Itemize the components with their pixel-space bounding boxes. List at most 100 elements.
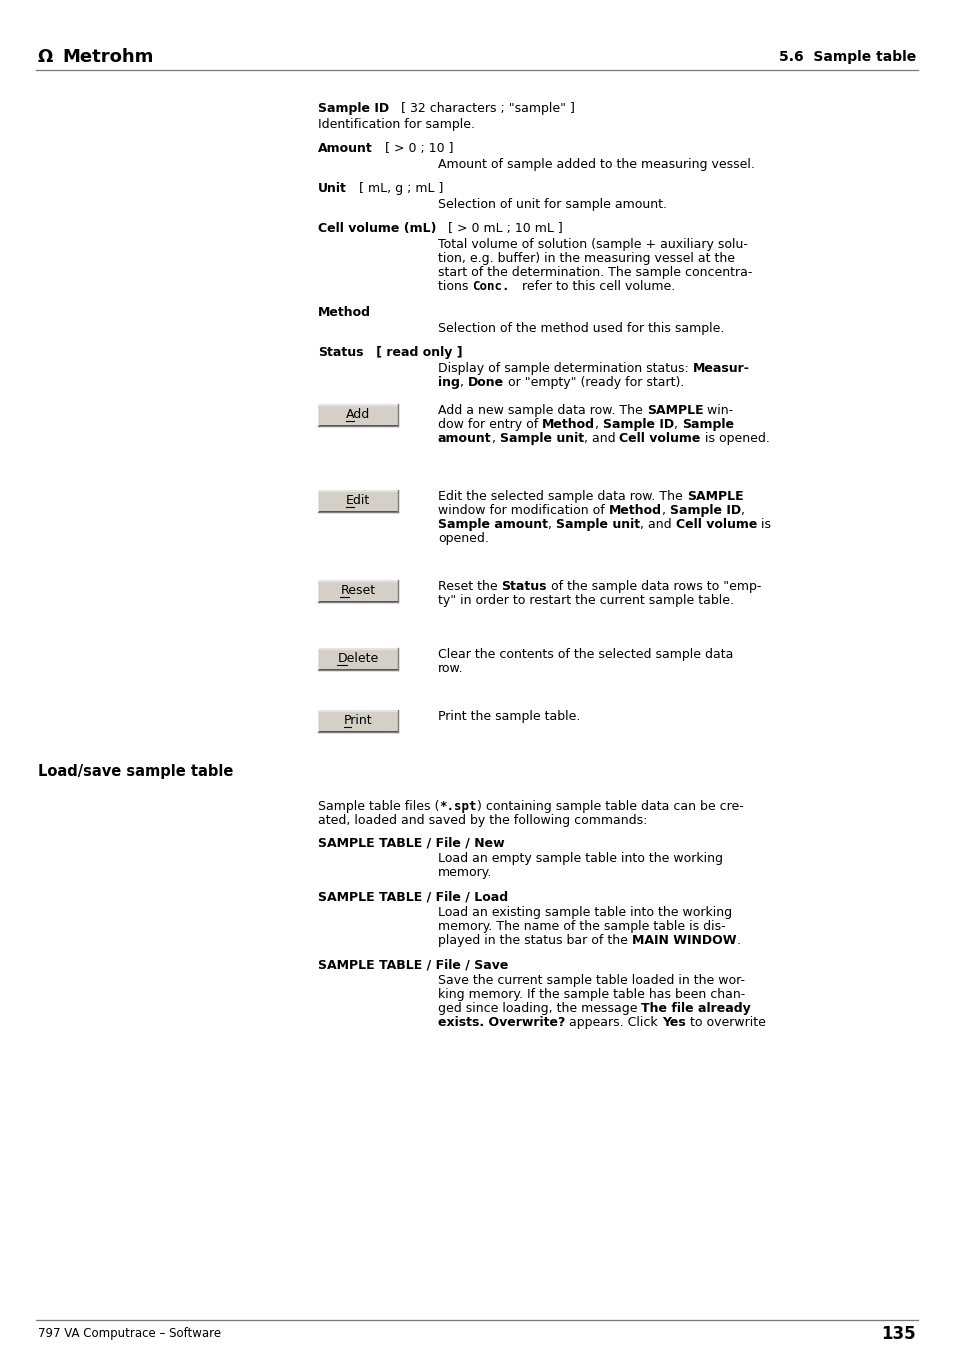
Text: ,: , xyxy=(661,504,669,517)
Text: Ω: Ω xyxy=(38,49,53,66)
Text: , and: , and xyxy=(639,518,675,531)
Text: to overwrite: to overwrite xyxy=(685,1017,765,1029)
Text: Cell volume (mL): Cell volume (mL) xyxy=(317,221,436,235)
Text: , and: , and xyxy=(583,432,618,446)
Text: SAMPLE TABLE / File / Load: SAMPLE TABLE / File / Load xyxy=(317,890,508,903)
Text: Selection of unit for sample amount.: Selection of unit for sample amount. xyxy=(437,198,666,211)
Text: Add: Add xyxy=(346,409,370,421)
Text: ,: , xyxy=(547,518,556,531)
Bar xyxy=(317,490,397,512)
Text: Edit: Edit xyxy=(346,494,370,508)
Text: tions: tions xyxy=(437,279,472,293)
Text: is opened.: is opened. xyxy=(700,432,769,446)
Text: ged since loading, the message: ged since loading, the message xyxy=(437,1002,640,1015)
Text: dow for entry of: dow for entry of xyxy=(437,418,541,431)
Text: row.: row. xyxy=(437,662,463,675)
Text: [ > 0 mL ; 10 mL ]: [ > 0 mL ; 10 mL ] xyxy=(436,221,562,235)
Text: ,: , xyxy=(740,504,744,517)
Text: Method: Method xyxy=(317,306,371,319)
Bar xyxy=(317,404,397,427)
Text: ,: , xyxy=(674,418,681,431)
Text: Load/save sample table: Load/save sample table xyxy=(38,764,233,779)
Text: ,: , xyxy=(459,377,467,389)
Text: memory.: memory. xyxy=(437,865,492,879)
Text: Amount of sample added to the measuring vessel.: Amount of sample added to the measuring … xyxy=(437,158,754,171)
Text: king memory. If the sample table has been chan-: king memory. If the sample table has bee… xyxy=(437,988,744,1000)
Text: start of the determination. The sample concentra-: start of the determination. The sample c… xyxy=(437,266,752,279)
Text: Reset the: Reset the xyxy=(437,580,501,593)
Text: 5.6  Sample table: 5.6 Sample table xyxy=(778,50,915,63)
Text: memory. The name of the sample table is dis-: memory. The name of the sample table is … xyxy=(437,919,725,933)
Text: SAMPLE TABLE / File / New: SAMPLE TABLE / File / New xyxy=(317,836,504,849)
Text: opened.: opened. xyxy=(437,532,488,545)
Text: Measur-: Measur- xyxy=(692,362,749,375)
Text: Method: Method xyxy=(608,504,661,517)
Text: Selection of the method used for this sample.: Selection of the method used for this sa… xyxy=(437,323,723,335)
Text: Edit the selected sample data row. The: Edit the selected sample data row. The xyxy=(437,490,686,504)
Text: Sample unit: Sample unit xyxy=(556,518,639,531)
Text: refer to this cell volume.: refer to this cell volume. xyxy=(509,279,675,293)
Text: tion, e.g. buffer) in the measuring vessel at the: tion, e.g. buffer) in the measuring vess… xyxy=(437,252,734,265)
Text: Status: Status xyxy=(317,346,363,359)
Text: SAMPLE: SAMPLE xyxy=(686,490,742,504)
Text: Amount: Amount xyxy=(317,142,373,155)
Text: played in the status bar of the: played in the status bar of the xyxy=(437,934,631,946)
Text: Sample ID: Sample ID xyxy=(669,504,740,517)
Text: Yes: Yes xyxy=(661,1017,685,1029)
Text: exists. Overwrite?: exists. Overwrite? xyxy=(437,1017,565,1029)
Text: appears. Click: appears. Click xyxy=(565,1017,661,1029)
Text: win-: win- xyxy=(702,404,733,417)
Text: Sample unit: Sample unit xyxy=(499,432,583,446)
Bar xyxy=(317,580,397,602)
Text: ,: , xyxy=(491,432,499,446)
Text: Method: Method xyxy=(541,418,595,431)
Text: Sample ID: Sample ID xyxy=(602,418,674,431)
Text: is: is xyxy=(757,518,770,531)
Bar xyxy=(317,648,397,670)
Text: 797 VA Computrace – Software: 797 VA Computrace – Software xyxy=(38,1327,221,1341)
Text: Delete: Delete xyxy=(337,652,378,666)
Text: ing: ing xyxy=(437,377,459,389)
Text: SAMPLE TABLE / File / Save: SAMPLE TABLE / File / Save xyxy=(317,958,508,971)
Text: ated, loaded and saved by the following commands:: ated, loaded and saved by the following … xyxy=(317,814,647,828)
Text: Display of sample determination status:: Display of sample determination status: xyxy=(437,362,692,375)
Text: Cell volume: Cell volume xyxy=(675,518,757,531)
Text: Sample: Sample xyxy=(681,418,734,431)
Text: *.spt: *.spt xyxy=(439,801,476,813)
Text: Identification for sample.: Identification for sample. xyxy=(317,117,475,131)
Text: Add a new sample data row. The: Add a new sample data row. The xyxy=(437,404,646,417)
Text: Sample amount: Sample amount xyxy=(437,518,547,531)
Text: ,: , xyxy=(595,418,602,431)
Text: Sample table files (: Sample table files ( xyxy=(317,801,439,813)
Text: Done: Done xyxy=(467,377,503,389)
Text: Conc.: Conc. xyxy=(472,279,509,293)
Bar xyxy=(317,710,397,732)
Text: Total volume of solution (sample + auxiliary solu-: Total volume of solution (sample + auxil… xyxy=(437,238,747,251)
Text: 135: 135 xyxy=(881,1324,915,1343)
Text: Unit: Unit xyxy=(317,182,347,194)
Text: .: . xyxy=(736,934,740,946)
Text: Load an empty sample table into the working: Load an empty sample table into the work… xyxy=(437,852,722,865)
Text: Metrohm: Metrohm xyxy=(62,49,153,66)
Text: The file already: The file already xyxy=(640,1002,750,1015)
Text: [ 32 characters ; "sample" ]: [ 32 characters ; "sample" ] xyxy=(389,103,575,115)
Text: ) containing sample table data can be cre-: ) containing sample table data can be cr… xyxy=(476,801,742,813)
Text: Cell volume: Cell volume xyxy=(618,432,700,446)
Text: SAMPLE: SAMPLE xyxy=(646,404,702,417)
Text: Sample ID: Sample ID xyxy=(317,103,389,115)
Text: Clear the contents of the selected sample data: Clear the contents of the selected sampl… xyxy=(437,648,733,662)
Text: [ > 0 ; 10 ]: [ > 0 ; 10 ] xyxy=(373,142,453,155)
Text: window for modification of: window for modification of xyxy=(437,504,608,517)
Text: Print the sample table.: Print the sample table. xyxy=(437,710,579,724)
Text: [ read only ]: [ read only ] xyxy=(363,346,462,359)
Text: ty" in order to restart the current sample table.: ty" in order to restart the current samp… xyxy=(437,594,733,608)
Text: Load an existing sample table into the working: Load an existing sample table into the w… xyxy=(437,906,731,919)
Text: Save the current sample table loaded in the wor-: Save the current sample table loaded in … xyxy=(437,973,744,987)
Text: Print: Print xyxy=(343,714,372,728)
Text: Status: Status xyxy=(501,580,547,593)
Text: amount: amount xyxy=(437,432,491,446)
Text: MAIN WINDOW: MAIN WINDOW xyxy=(631,934,736,946)
Text: [ mL, g ; mL ]: [ mL, g ; mL ] xyxy=(347,182,443,194)
Text: Reset: Reset xyxy=(340,585,375,598)
Text: of the sample data rows to "emp-: of the sample data rows to "emp- xyxy=(547,580,760,593)
